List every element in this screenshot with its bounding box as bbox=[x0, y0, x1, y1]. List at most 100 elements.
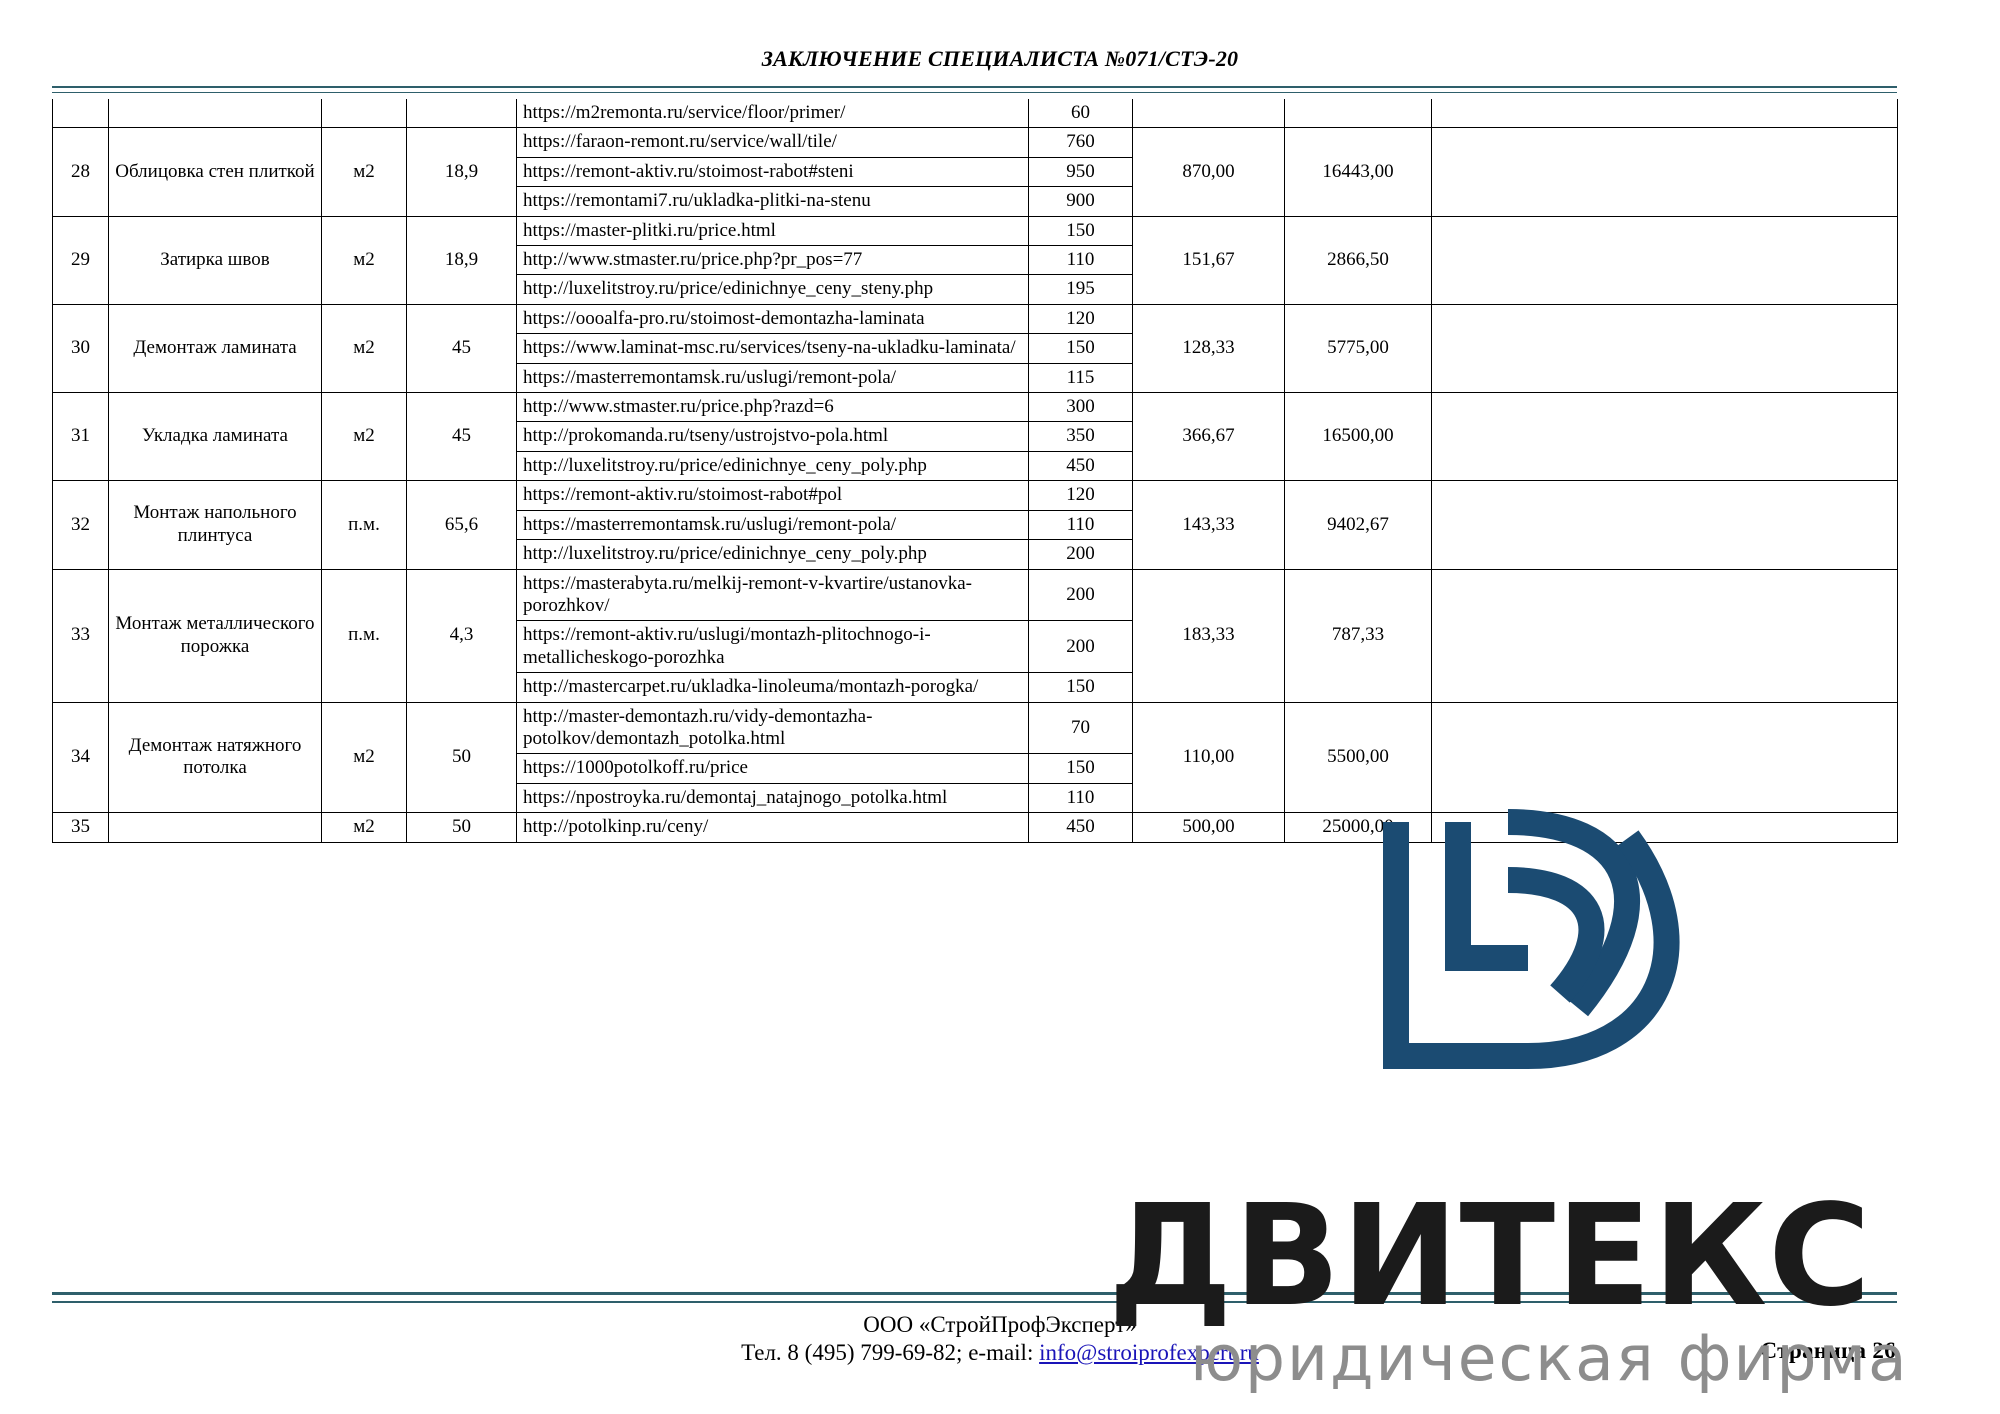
cell-qty: 50 bbox=[406, 812, 517, 843]
table-row: https://masterremontamsk.ru/uslugi/remon… bbox=[53, 509, 1898, 541]
page-title: ЗАКЛЮЧЕНИЕ СПЕЦИАЛИСТА №071/СТЭ-20 bbox=[761, 46, 1239, 71]
table-row: https://remont-aktiv.ru/uslugi/montazh-p… bbox=[53, 620, 1898, 674]
table-row: 31 Укладка ламината м2 45 http://www.stmaste… bbox=[52, 392, 1898, 482]
cell-url[interactable]: https://oooalfa-pro.ru/stoimost-demontaz… bbox=[516, 303, 1029, 335]
cell-url[interactable]: https://1000potolkoff.ru/price bbox=[516, 753, 1029, 784]
cell-price: 450 bbox=[1028, 450, 1133, 482]
cell-url[interactable]: http://mastercarpet.ru/ukladka-linoleuma… bbox=[516, 672, 1029, 703]
cell-num: 31 bbox=[52, 392, 109, 482]
cell-tail bbox=[1431, 568, 1898, 703]
cell-url[interactable]: https://npostroyka.ru/demontaj_natajnogo… bbox=[516, 782, 1029, 814]
cell-name: Демонтаж натяжного потолка bbox=[108, 701, 322, 814]
cell-url[interactable]: http://luxelitstroy.ru/price/edinichnye_… bbox=[516, 539, 1029, 570]
table-row: https://remont-aktiv.ru/stoimost-rabot#s… bbox=[53, 156, 1898, 188]
cell-unit: м2 bbox=[321, 392, 407, 482]
table-row: 28 Облицовка стен плиткой м2 18,9 https://fa… bbox=[52, 127, 1898, 217]
table-row: http://luxelitstroy.ru/price/edinichnye_… bbox=[53, 450, 1898, 482]
cell-url[interactable]: https://remontami7.ru/ukladka-plitki-na-… bbox=[516, 186, 1029, 217]
table-row: 35 м2 50 http://potolkinp.ru/ceny/450 500,00… bbox=[52, 812, 1898, 843]
cell-url[interactable]: https://remont-aktiv.ru/uslugi/montazh-p… bbox=[516, 620, 1029, 674]
cell-qty: 65,6 bbox=[406, 480, 517, 570]
cell-url[interactable]: http://www.stmaster.ru/price.php?razd=6 bbox=[516, 392, 1029, 423]
cell-num: 35 bbox=[52, 812, 109, 843]
cell-total: 9402,67 bbox=[1284, 480, 1432, 570]
page-header: ЗАКЛЮЧЕНИЕ СПЕЦИАЛИСТА №071/СТЭ-20 bbox=[0, 46, 2000, 72]
cell-num: 32 bbox=[52, 480, 109, 570]
cell-price: 60 bbox=[1028, 99, 1133, 129]
cell-unit: м2 bbox=[321, 215, 407, 305]
cell-url[interactable]: https://faraon-remont.ru/service/wall/ti… bbox=[516, 127, 1029, 158]
cell-price: 760 bbox=[1028, 127, 1133, 158]
cell-price: 150 bbox=[1028, 333, 1133, 364]
cell-price: 950 bbox=[1028, 156, 1133, 188]
cell-unit: м2 bbox=[321, 701, 407, 814]
cell-tail bbox=[1431, 701, 1898, 814]
cell-avg bbox=[1132, 99, 1285, 129]
cell-qty: 45 bbox=[406, 303, 517, 394]
cell-total: 787,33 bbox=[1284, 568, 1432, 703]
cell-tail bbox=[1431, 303, 1898, 394]
cell-num: 30 bbox=[52, 303, 109, 394]
cell-name bbox=[108, 812, 322, 843]
cell-total: 25000,00 bbox=[1284, 812, 1432, 843]
cell-price: 110 bbox=[1028, 782, 1133, 814]
cell-url[interactable]: https://masterremontamsk.ru/uslugi/remon… bbox=[516, 509, 1029, 541]
cell-url[interactable]: https://remont-aktiv.ru/stoimost-rabot#p… bbox=[516, 480, 1029, 511]
footer-phone-label: Тел. 8 (495) 799-69-82; e-mail: bbox=[741, 1340, 1040, 1365]
cell-price: 200 bbox=[1028, 620, 1133, 674]
cell-unit: п.м. bbox=[321, 568, 407, 703]
cell-qty: 18,9 bbox=[406, 215, 517, 305]
cell-price: 150 bbox=[1028, 753, 1133, 784]
cell-url[interactable]: https://masterabyta.ru/melkij-remont-v-k… bbox=[516, 568, 1029, 622]
cell-url[interactable]: https://m2remonta.ru/service/floor/prime… bbox=[516, 99, 1029, 129]
cell-avg: 366,67 bbox=[1132, 392, 1285, 482]
cell-url[interactable]: http://master-demontazh.ru/vidy-demontaz… bbox=[516, 701, 1029, 755]
cell-price: 450 bbox=[1028, 812, 1133, 843]
cell-qty: 18,9 bbox=[406, 127, 517, 217]
cell-url[interactable]: http://www.stmaster.ru/price.php?pr_pos=… bbox=[516, 245, 1029, 276]
cell-qty: 4,3 bbox=[406, 568, 517, 703]
cell-price: 110 bbox=[1028, 509, 1133, 541]
cell-qty: 45 bbox=[406, 392, 517, 482]
cell-url[interactable]: https://remont-aktiv.ru/stoimost-rabot#s… bbox=[516, 156, 1029, 188]
cell-price: 200 bbox=[1028, 568, 1133, 622]
cell-tail bbox=[1431, 127, 1898, 217]
table-row: http://prokomanda.ru/tseny/ustrojstvo-po… bbox=[53, 421, 1898, 452]
cell-url[interactable]: http://luxelitstroy.ru/price/edinichnye_… bbox=[516, 274, 1029, 305]
cell-avg: 151,67 bbox=[1132, 215, 1285, 305]
footer-divider bbox=[52, 1292, 1897, 1303]
cell-tail bbox=[1431, 812, 1898, 843]
cell-price: 150 bbox=[1028, 215, 1133, 247]
cell-avg: 183,33 bbox=[1132, 568, 1285, 703]
cell-price: 200 bbox=[1028, 539, 1133, 570]
table-row: https://1000potolkoff.ru/price 150 bbox=[53, 753, 1898, 784]
cell-tail bbox=[1431, 392, 1898, 482]
cell-url[interactable]: http://potolkinp.ru/ceny/ bbox=[516, 812, 1029, 843]
cell-url[interactable]: https://masterremontamsk.ru/uslugi/remon… bbox=[516, 362, 1029, 394]
cell-url[interactable]: http://prokomanda.ru/tseny/ustrojstvo-po… bbox=[516, 421, 1029, 452]
table-row: 32 Монтаж напольного плинтуса п.м. 65,6 http… bbox=[52, 480, 1898, 570]
cell-tail bbox=[1431, 99, 1898, 129]
cell-avg: 128,33 bbox=[1132, 303, 1285, 394]
table-row: 33 Монтаж металлического порожка п.м. 4,3 ht… bbox=[52, 568, 1898, 703]
table-row: https://www.laminat-msc.ru/services/tsen… bbox=[53, 333, 1898, 364]
table-row: http://luxelitstroy.ru/price/edinichnye_… bbox=[53, 274, 1898, 305]
cell-url[interactable]: https://master-plitki.ru/price.html bbox=[516, 215, 1029, 247]
cell-total: 2866,50 bbox=[1284, 215, 1432, 305]
cell-name: Демонтаж ламината bbox=[108, 303, 322, 394]
cell-url[interactable]: https://www.laminat-msc.ru/services/tsen… bbox=[516, 333, 1029, 364]
cell-url[interactable]: http://luxelitstroy.ru/price/edinichnye_… bbox=[516, 450, 1029, 482]
table-row: http://mastercarpet.ru/ukladka-linoleuma… bbox=[53, 672, 1898, 703]
footer-email-link[interactable]: info@stroiprofexpert.ru bbox=[1039, 1340, 1259, 1365]
cell-total: 5775,00 bbox=[1284, 303, 1432, 394]
watermark-brand: ДВИТЕКС bbox=[1108, 1175, 1872, 1338]
cell-price: 195 bbox=[1028, 274, 1133, 305]
cell-price: 150 bbox=[1028, 672, 1133, 703]
cell-total: 5500,00 bbox=[1284, 701, 1432, 814]
cell-price: 120 bbox=[1028, 303, 1133, 335]
cell-total: 16443,00 bbox=[1284, 127, 1432, 217]
table-row: 29 Затирка швов м2 18,9 https://master-plitk… bbox=[52, 215, 1898, 305]
table-row: 34 Демонтаж натяжного потолка м2 50 http://m… bbox=[52, 701, 1898, 814]
cell-price: 70 bbox=[1028, 701, 1133, 755]
cell-num: 34 bbox=[52, 701, 109, 814]
